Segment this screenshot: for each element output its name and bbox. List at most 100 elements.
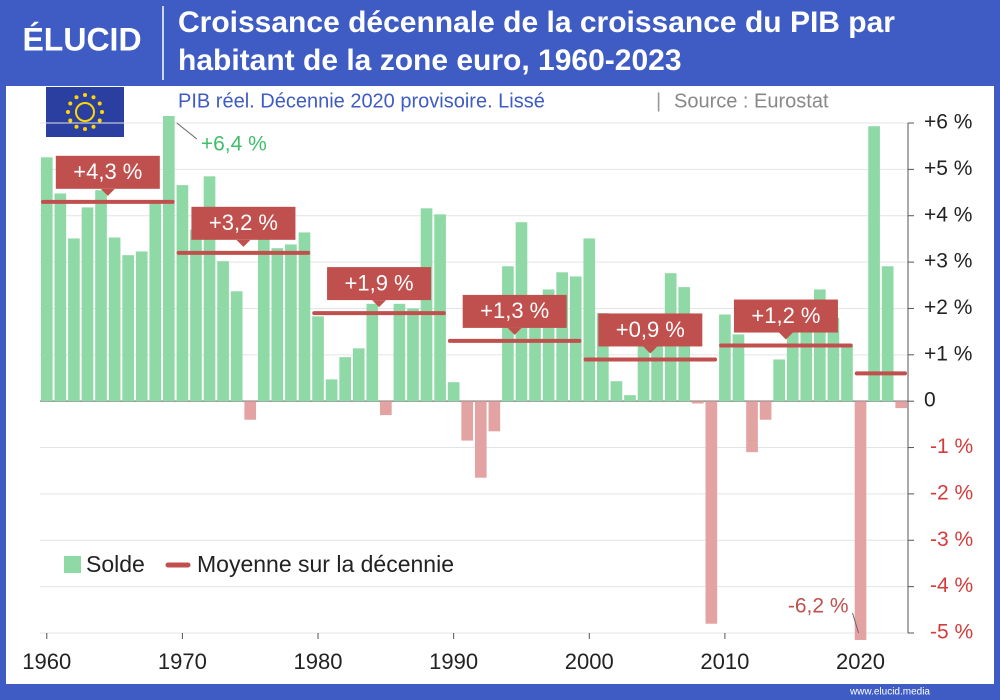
bar bbox=[54, 193, 67, 402]
bar bbox=[868, 126, 880, 402]
separator: | bbox=[656, 90, 661, 112]
y-tick-label: -3 % bbox=[930, 528, 973, 551]
bar bbox=[895, 401, 908, 409]
bar bbox=[244, 401, 257, 420]
bar bbox=[529, 327, 541, 402]
footer: www.elucid.media bbox=[849, 687, 930, 698]
bar bbox=[380, 401, 392, 416]
star bbox=[83, 93, 87, 97]
label-pointer bbox=[176, 122, 198, 140]
bar bbox=[651, 340, 663, 402]
y-tick-label: +2 % bbox=[924, 296, 972, 319]
star bbox=[66, 110, 70, 114]
bar bbox=[393, 303, 406, 402]
mean-label-box bbox=[733, 299, 838, 333]
star bbox=[68, 101, 73, 106]
y-tick-label: 0 bbox=[924, 389, 936, 412]
bar bbox=[257, 234, 270, 402]
subtitle: PIB réel. Décennie 2020 provisoire. Liss… bbox=[178, 90, 545, 112]
y-tick-label: +3 % bbox=[924, 250, 972, 273]
legend-swatch bbox=[64, 556, 81, 573]
bar bbox=[800, 327, 813, 402]
bar bbox=[759, 401, 772, 420]
mean-label-pointer bbox=[778, 332, 793, 340]
bar bbox=[841, 345, 853, 402]
bar bbox=[298, 232, 311, 402]
star bbox=[68, 118, 73, 123]
y-tick-label: +5 % bbox=[924, 157, 972, 180]
star bbox=[91, 95, 96, 100]
x-tick-label: 1990 bbox=[429, 649, 478, 674]
bar bbox=[597, 313, 609, 402]
x-tick-label: 2000 bbox=[565, 649, 614, 674]
source: Source : Eurostat bbox=[674, 90, 829, 112]
bar bbox=[149, 203, 162, 402]
bar bbox=[203, 176, 216, 402]
mean-label-pointer bbox=[100, 188, 115, 196]
bar bbox=[854, 401, 867, 640]
mean-label: +1,2 % bbox=[751, 303, 820, 328]
bar bbox=[691, 401, 704, 404]
star bbox=[97, 118, 102, 123]
bar bbox=[68, 238, 80, 402]
mean-label-pointer bbox=[507, 327, 522, 335]
bar bbox=[176, 185, 189, 402]
bar bbox=[366, 303, 379, 402]
star bbox=[97, 101, 102, 106]
legend-box bbox=[58, 546, 520, 584]
bar bbox=[637, 340, 650, 402]
bar bbox=[488, 401, 501, 432]
y-tick-label: +4 % bbox=[924, 203, 972, 226]
eu-flag bbox=[46, 87, 124, 137]
bar bbox=[108, 237, 121, 402]
y-tick-label: +6 % bbox=[924, 111, 972, 134]
bar bbox=[285, 244, 297, 402]
data-label: -6,2 % bbox=[788, 595, 849, 618]
x-tick-label: 2020 bbox=[836, 649, 885, 674]
y-tick-label: -5 % bbox=[930, 621, 973, 644]
bar bbox=[339, 357, 351, 402]
label-pointer bbox=[852, 612, 860, 634]
bar bbox=[732, 334, 745, 402]
bar bbox=[786, 331, 799, 402]
y-tick-label: -4 % bbox=[930, 574, 973, 597]
mean-label: +1,9 % bbox=[345, 270, 414, 295]
mean-label-pointer bbox=[236, 239, 251, 247]
bar bbox=[312, 316, 324, 402]
bar bbox=[434, 214, 446, 402]
mean-label-pointer bbox=[372, 300, 387, 308]
bar bbox=[461, 401, 474, 441]
bar bbox=[325, 379, 338, 402]
legend-label: Solde bbox=[86, 551, 145, 577]
plot bbox=[40, 116, 908, 640]
bar bbox=[569, 276, 582, 402]
bar bbox=[474, 401, 487, 478]
bar bbox=[447, 382, 460, 402]
bar bbox=[163, 116, 175, 402]
logo: ÉLUCID bbox=[22, 21, 141, 57]
mean-label: +1,3 % bbox=[480, 298, 549, 323]
legend-label: Moyenne sur la décennie bbox=[197, 551, 454, 577]
mean-label: +4,3 % bbox=[73, 159, 142, 184]
bar bbox=[583, 238, 596, 402]
bar bbox=[230, 291, 243, 402]
bar bbox=[352, 348, 365, 402]
bar bbox=[610, 381, 623, 402]
bar bbox=[827, 317, 840, 402]
star bbox=[74, 124, 79, 129]
bar bbox=[746, 401, 758, 453]
bar bbox=[773, 359, 785, 402]
x-tick-label: 1970 bbox=[158, 649, 207, 674]
bar bbox=[502, 266, 514, 402]
data-label: +6,4 % bbox=[201, 133, 267, 156]
bar bbox=[271, 248, 284, 402]
y-tick-label: -1 % bbox=[930, 435, 973, 458]
star bbox=[83, 127, 87, 131]
mean-label-pointer bbox=[643, 346, 658, 354]
mean-label: +3,2 % bbox=[209, 210, 278, 235]
chart-title: Croissance décennale de la croissance du… bbox=[178, 6, 895, 77]
bar bbox=[624, 395, 636, 402]
bar bbox=[190, 229, 202, 402]
bar bbox=[122, 255, 134, 402]
